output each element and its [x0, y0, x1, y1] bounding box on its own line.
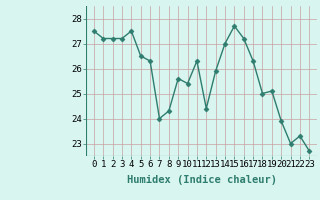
X-axis label: Humidex (Indice chaleur): Humidex (Indice chaleur)	[127, 175, 276, 185]
